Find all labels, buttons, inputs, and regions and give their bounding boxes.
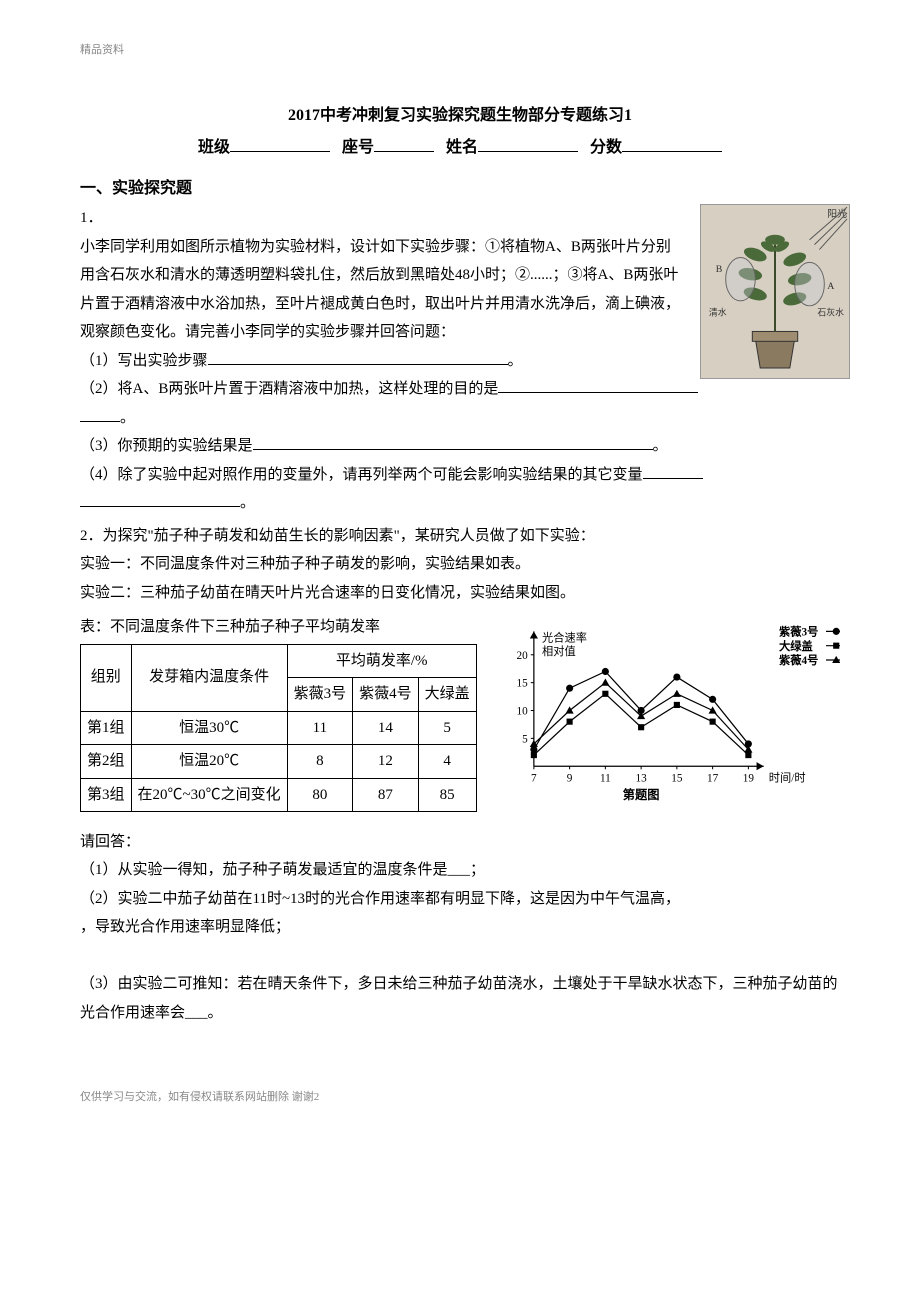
table-row: 组别 发芽箱内温度条件 平均萌发率/% xyxy=(81,644,477,678)
watermark-top: 精品资料 xyxy=(80,40,840,61)
q1-sub2-label: （2）将A、B两张叶片置于酒精溶液中加热，这样处理的目的是 xyxy=(80,381,498,397)
page-title: 2017中考冲刺复习实验探究题生物部分专题练习1 xyxy=(80,101,840,131)
cell: 恒温30℃ xyxy=(131,711,287,745)
germination-table: 组别 发芽箱内温度条件 平均萌发率/% 紫薇3号 紫薇4号 大绿盖 第1组 恒温… xyxy=(80,644,477,813)
cell: 12 xyxy=(353,745,419,779)
svg-text:紫薇4号: 紫薇4号 xyxy=(779,653,818,667)
cell: 8 xyxy=(287,745,353,779)
label-score: 分数 xyxy=(590,139,622,156)
svg-text:19: 19 xyxy=(742,773,754,785)
cell: 87 xyxy=(353,778,419,812)
label-seat: 座号 xyxy=(342,139,374,156)
svg-text:时间/时: 时间/时 xyxy=(768,772,805,785)
svg-text:第题图: 第题图 xyxy=(622,787,659,802)
svg-text:20: 20 xyxy=(516,650,528,662)
svg-text:9: 9 xyxy=(566,773,572,785)
blank xyxy=(80,506,240,507)
blank xyxy=(643,478,703,479)
svg-text:7: 7 xyxy=(531,773,537,785)
q2-table-caption: 表：不同温度条件下三种茄子种子平均萌发率 xyxy=(80,613,477,642)
svg-text:11: 11 xyxy=(600,773,611,785)
q2-table-wrap: 表：不同温度条件下三种茄子种子平均萌发率 组别 发芽箱内温度条件 平均萌发率/%… xyxy=(80,613,477,812)
svg-text:B: B xyxy=(716,264,723,275)
svg-text:13: 13 xyxy=(635,773,647,785)
cell: 4 xyxy=(418,745,476,779)
q2-sub2a: （2）实验二中茄子幼苗在11时~13时的光合作用速率都有明显下降，这是因为中午气… xyxy=(80,885,840,914)
svg-text:清水: 清水 xyxy=(709,307,727,318)
q1-sub4: （4）除了实验中起对照作用的变量外，请再列举两个可能会影响实验结果的其它变量 。 xyxy=(80,461,840,518)
svg-text:5: 5 xyxy=(522,734,528,746)
th-temp: 发芽箱内温度条件 xyxy=(131,644,287,711)
q2-content-row: 表：不同温度条件下三种茄子种子平均萌发率 组别 发芽箱内温度条件 平均萌发率/%… xyxy=(80,613,840,828)
blank xyxy=(208,364,508,365)
table-row: 第2组 恒温20℃ 8 12 4 xyxy=(81,745,477,779)
svg-text:17: 17 xyxy=(707,773,719,785)
svg-text:紫薇3号: 紫薇3号 xyxy=(779,625,818,639)
th-v4: 紫薇4号 xyxy=(353,678,419,712)
label-name: 姓名 xyxy=(446,139,478,156)
q2-sub2b: ，导致光合作用速率明显降低； xyxy=(80,913,840,942)
question-2: 2．为探究"茄子种子萌发和幼苗生长的影响因素"，某研究人员做了如下实验： 实验一… xyxy=(80,522,840,1028)
blank xyxy=(253,449,653,450)
cell: 恒温20℃ xyxy=(131,745,287,779)
q2-qa-label: 请回答： xyxy=(80,828,840,857)
cell: 第3组 xyxy=(81,778,132,812)
cell: 80 xyxy=(287,778,353,812)
cell: 11 xyxy=(287,711,353,745)
page-subtitle: 班级 座号 姓名 分数 xyxy=(80,133,840,163)
th-group: 组别 xyxy=(81,644,132,711)
cell: 85 xyxy=(418,778,476,812)
cell: 14 xyxy=(353,711,419,745)
cell: 5 xyxy=(418,711,476,745)
cell: 第2组 xyxy=(81,745,132,779)
photosynthesis-chart: 5 10 15 20 7 9 11 13 15 17 19 光合速率相对值时间/时第题图 紫薇3号大绿盖… xyxy=(493,613,840,828)
q1-sub1-label: （1）写出实验步骤 xyxy=(80,353,208,369)
section-header: 一、实验探究题 xyxy=(80,174,840,204)
q2-exp1: 实验一：不同温度条件对三种茄子种子萌发的影响，实验结果如表。 xyxy=(80,550,840,579)
q2-sub3: （3）由实验二可推知：若在晴天条件下，多日未给三种茄子幼苗浇水，土壤处于干旱缺水… xyxy=(80,970,840,1027)
q1-sub2: （2）将A、B两张叶片置于酒精溶液中加热，这样处理的目的是 。 xyxy=(80,375,840,432)
th-avg: 平均萌发率/% xyxy=(287,644,476,678)
q1-sub3: （3）你预期的实验结果是。 xyxy=(80,432,840,461)
plant-illustration: 阳光 A 石灰水 B 清水 xyxy=(700,204,850,379)
blank xyxy=(498,392,698,393)
q2-intro: 为探究"茄子种子萌发和幼苗生长的影响因素"，某研究人员做了如下实验： xyxy=(103,528,595,544)
q2-number: 2． xyxy=(80,528,103,544)
svg-text:15: 15 xyxy=(671,773,683,785)
q1-sub3-label: （3）你预期的实验结果是 xyxy=(80,438,253,454)
blank-class xyxy=(230,151,330,152)
table-row: 第1组 恒温30℃ 11 14 5 xyxy=(81,711,477,745)
footer: 仅供学习与交流，如有侵权请联系网站删除 谢谢2 xyxy=(80,1087,840,1108)
question-1: 1． 阳光 A 石灰水 B xyxy=(80,204,840,518)
th-v3: 紫薇3号 xyxy=(287,678,353,712)
blank-seat xyxy=(374,151,434,152)
th-dg: 大绿盖 xyxy=(418,678,476,712)
q2-sub1: （1）从实验一得知，茄子种子萌发最适宜的温度条件是___； xyxy=(80,856,840,885)
svg-text:光合速率: 光合速率 xyxy=(542,631,587,645)
table-row: 第3组 在20℃~30℃之间变化 80 87 85 xyxy=(81,778,477,812)
svg-text:阳光: 阳光 xyxy=(827,207,847,220)
svg-text:15: 15 xyxy=(516,678,528,690)
q2-exp2: 实验二：三种茄子幼苗在晴天叶片光合速率的日变化情况，实验结果如图。 xyxy=(80,579,840,608)
cell: 在20℃~30℃之间变化 xyxy=(131,778,287,812)
blank-name xyxy=(478,151,578,152)
blank-score xyxy=(622,151,722,152)
q1-sub4-label: （4）除了实验中起对照作用的变量外，请再列举两个可能会影响实验结果的其它变量 xyxy=(80,467,643,483)
cell: 第1组 xyxy=(81,711,132,745)
svg-text:石灰水: 石灰水 xyxy=(817,307,844,318)
svg-text:A: A xyxy=(827,281,835,292)
svg-text:相对值: 相对值 xyxy=(542,644,576,658)
label-class: 班级 xyxy=(198,139,230,156)
svg-text:大绿盖: 大绿盖 xyxy=(779,639,813,653)
blank xyxy=(80,421,120,422)
svg-text:10: 10 xyxy=(516,706,528,718)
